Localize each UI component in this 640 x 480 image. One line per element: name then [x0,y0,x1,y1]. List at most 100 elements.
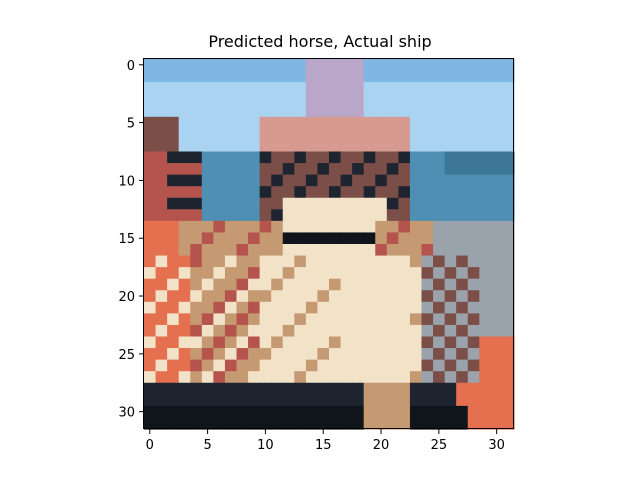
image-pixel [409,209,423,222]
image-pixel [456,163,469,176]
image-pixel [178,70,191,83]
image-pixel [248,313,261,326]
image-pixel [490,93,504,106]
image-pixel [259,232,272,245]
image-pixel [213,255,226,268]
image-pixel [386,290,399,303]
y-tick-label: 30 [118,406,135,421]
image-pixel [236,93,249,106]
image-pixel [398,301,411,314]
image-pixel [386,82,399,95]
image-pixel [444,209,457,222]
image-pixel [409,163,423,176]
image-pixel [236,371,249,384]
image-pixel [178,324,191,338]
image-pixel [294,209,307,222]
image-pixel [259,394,272,407]
image-pixel [282,197,295,210]
image-pixel [294,174,307,187]
image-pixel [421,139,434,153]
image-pixel [282,70,295,83]
image-pixel [294,163,307,176]
image-pixel [329,290,342,303]
image-pixel [352,382,365,395]
image-pixel [479,116,492,129]
image-pixel [490,220,504,234]
image-pixel [479,244,492,257]
image-pixel [259,324,272,338]
image-pixel [282,394,295,407]
image-pixel [294,301,307,314]
image-pixel [375,174,388,187]
image-pixel [190,163,203,176]
image-pixel [409,301,423,314]
image-pixel [479,70,492,83]
image-pixel [375,405,388,419]
image-pixel [282,313,295,326]
image-pixel [398,359,411,372]
image-pixel [224,82,238,95]
image-pixel [502,382,515,395]
image-pixel [456,220,469,234]
image-pixel [236,267,249,280]
image-pixel [421,93,434,106]
image-pixel [259,382,272,395]
image-pixel [248,278,261,291]
image-pixel [178,163,191,176]
image-pixel [167,417,180,430]
image-pixel [224,336,238,349]
image-pixel [178,382,191,395]
image-pixel [167,348,180,361]
image-pixel [421,197,434,210]
image-pixel [375,255,388,268]
y-tick-label: 0 [127,59,135,74]
image-pixel [421,59,434,72]
image-pixel [201,59,214,72]
image-pixel [490,128,504,141]
image-pixel [271,336,284,349]
image-pixel [502,186,515,199]
image-pixel [259,348,272,361]
image-pixel [502,244,515,257]
image-pixel [375,209,388,222]
image-pixel [317,197,330,210]
image-pixel [224,244,238,257]
image-pixel [271,405,284,419]
image-pixel [190,105,203,118]
image-pixel [294,82,307,95]
image-pixel [433,128,446,141]
image-pixel [190,382,203,395]
image-pixel [398,220,411,234]
image-pixel [201,382,214,395]
image-pixel [271,324,284,338]
image-pixel [502,348,515,361]
image-pixel [167,163,180,176]
image-pixel [271,417,284,430]
image-pixel [236,163,249,176]
x-tick-label: 20 [373,438,390,453]
image-pixel [433,70,446,83]
image-pixel [398,151,411,164]
image-pixel [444,382,457,395]
image-pixel [248,197,261,210]
image-pixel [467,232,480,245]
image-pixel [201,417,214,430]
image-pixel [213,151,226,164]
image-pixel [398,267,411,280]
image-pixel [317,151,330,164]
image-pixel [329,255,342,268]
image-pixel [305,244,319,257]
image-pixel [317,255,330,268]
image-pixel [248,382,261,395]
image-pixel [467,82,480,95]
y-tick-label: 25 [118,348,135,363]
image-pixel [144,70,157,83]
image-pixel [305,313,319,326]
image-pixel [444,313,457,326]
image-pixel [502,290,515,303]
image-pixel [317,82,330,95]
image-pixel [144,209,157,222]
image-pixel [259,267,272,280]
image-pixel [155,232,168,245]
image-pixel [502,174,515,187]
